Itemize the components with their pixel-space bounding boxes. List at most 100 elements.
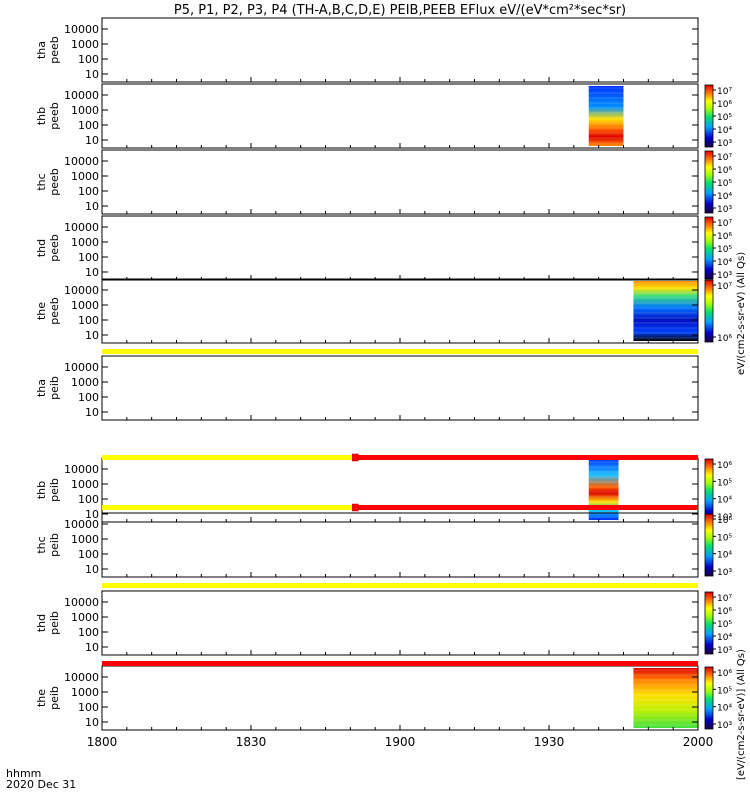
panel-label-probe: the xyxy=(35,302,48,320)
y-tick-label: 10000 xyxy=(64,284,99,297)
panel-label-probe: thb xyxy=(35,481,48,499)
y-tick-label: 100 xyxy=(78,185,99,198)
mode-bar xyxy=(102,503,698,512)
panel-the-peib: 10000 1000 100 10 the peib 10⁶ 10⁵ 10⁴ 10³ xyxy=(35,665,732,731)
panel-label-instrument: peeb xyxy=(48,168,61,196)
panel-thc-peib: 10000 1000 100 10 thc peib 10⁶ 10⁵ 10⁴ 10³ xyxy=(35,512,732,578)
panel-label-probe: the xyxy=(35,689,48,707)
colorbar xyxy=(704,279,714,343)
panel-label-instrument: peib xyxy=(48,533,61,557)
colorbar-tick-label: 10⁵ xyxy=(717,113,732,123)
y-tick-label: 10000 xyxy=(64,89,99,102)
y-tick-label: 1000 xyxy=(71,170,99,183)
panel-thc-peeb: 10000 1000 100 10 thc peeb 10⁷ 10⁶ 10⁵ 10⁴ 10³ xyxy=(35,149,732,215)
panel-frame xyxy=(101,665,699,731)
mode-bar-segment xyxy=(355,505,698,510)
x-tick-label: 1930 xyxy=(534,735,565,749)
panel-label-probe: tha xyxy=(35,41,48,59)
y-tick-label: 10000 xyxy=(64,596,99,609)
colorbar-tick-label: 10⁵ xyxy=(717,620,732,630)
panel-label-instrument: peib xyxy=(48,686,61,710)
x-tick-label: 1830 xyxy=(236,735,267,749)
panel-label-probe: thb xyxy=(35,107,48,125)
colorbar-tick-label: 10⁶ xyxy=(717,607,732,617)
y-tick-label: 100 xyxy=(78,314,99,327)
panel-frame xyxy=(101,149,699,215)
figure-title: P5, P1, P2, P3, P4 (TH-A,B,C,D,E) PEIB,P… xyxy=(174,3,626,18)
colorbar-tick-label: 10³ xyxy=(717,205,732,215)
y-tick-label: 1000 xyxy=(71,38,99,51)
y-tick-label: 10 xyxy=(85,329,99,342)
colorbar-tick-label: 10⁷ xyxy=(717,153,732,163)
y-tick-label: 10000 xyxy=(64,518,99,531)
mode-switch-marker xyxy=(352,453,359,462)
y-tick-label: 10 xyxy=(85,641,99,654)
panel-label-instrument: peib xyxy=(48,376,61,400)
panel-frame xyxy=(101,590,699,656)
y-tick-label: 10000 xyxy=(64,671,99,684)
panel-label-probe: thd xyxy=(35,239,48,257)
colorbar-tick-label: 10⁶ xyxy=(717,166,732,176)
colorbar-tick-label: 10⁷ xyxy=(717,282,732,292)
colorbar-tick-label: 10⁵ xyxy=(717,478,732,488)
x-axis: 1800 1830 1900 1930 2000 xyxy=(87,735,714,749)
mode-bar-segment xyxy=(102,455,356,460)
x-axis-label-date: 2020 Dec 31 xyxy=(6,778,76,791)
mode-bar-segment xyxy=(102,661,698,666)
spectrogram-block xyxy=(633,281,698,341)
x-tick-label: 1800 xyxy=(87,735,118,749)
colorbar xyxy=(704,84,714,148)
colorbar-tick-label: 10⁵ xyxy=(717,179,732,189)
x-tick-label: 2000 xyxy=(683,735,714,749)
y-tick-label: 1000 xyxy=(71,299,99,312)
y-tick-label: 10 xyxy=(85,134,99,147)
colorbar-tick-label: 10⁵ xyxy=(717,686,732,696)
panel-frame xyxy=(101,17,699,83)
colorbar-tick-label: 10⁴ xyxy=(717,704,732,714)
panel-label-instrument: peeb xyxy=(48,36,61,64)
colorbar xyxy=(704,216,714,280)
panel-label-instrument: peib xyxy=(48,611,61,635)
colorbar xyxy=(704,513,714,577)
colorbar-tick-label: 10⁵ xyxy=(717,533,732,543)
colorbar-tick-label: 10⁴ xyxy=(717,633,732,643)
colorbar-label-lower: [eV/(cm2-s-sr-eV)] (All Qs) xyxy=(736,649,747,780)
mode-bars-layer xyxy=(102,349,698,666)
y-tick-label: 100 xyxy=(78,251,99,264)
mode-bar-segment xyxy=(102,583,698,588)
y-tick-label: 100 xyxy=(78,493,99,506)
y-tick-label: 10 xyxy=(85,266,99,279)
colorbar-tick-label: 10⁶ xyxy=(717,100,732,110)
colorbar xyxy=(704,150,714,214)
colorbar-tick-label: 10⁴ xyxy=(717,192,732,202)
y-tick-label: 10 xyxy=(85,200,99,213)
panel-frame xyxy=(101,355,699,421)
colorbar-tick-label: 10⁶ xyxy=(717,516,732,526)
colorbar-tick-label: 10⁴ xyxy=(717,496,732,506)
panel-thb-peeb: 10000 1000 100 10 thb peeb 10⁷ 10⁶ 10⁵ 10⁴ 10³ xyxy=(35,83,732,149)
colorbar xyxy=(704,591,714,655)
spectrogram-block xyxy=(633,668,698,728)
y-tick-label: 10 xyxy=(85,563,99,576)
colorbar-tick-label: 10⁴ xyxy=(717,126,732,136)
y-tick-label: 10000 xyxy=(64,463,99,476)
x-tick-label: 1900 xyxy=(385,735,416,749)
colorbar-tick-label: 10⁵ xyxy=(717,245,732,255)
colorbar-tick-label: 10³ xyxy=(717,568,732,578)
panel-label-instrument: peib xyxy=(48,478,61,502)
colorbar-tick-label: 10³ xyxy=(717,721,732,731)
panel-label-instrument: peeb xyxy=(48,297,61,325)
panel-thd-peeb: 10000 1000 100 10 thd peeb 10⁷ 10⁶ 10⁵ 10⁴ 10³ xyxy=(35,215,732,281)
y-tick-label: 100 xyxy=(78,626,99,639)
y-tick-label: 1000 xyxy=(71,104,99,117)
colorbar-tick-label: 10³ xyxy=(717,271,732,281)
panel-the-peeb: 10000 1000 100 10 the peeb 10⁷ 10⁶ xyxy=(35,278,732,344)
mode-bar xyxy=(102,349,698,354)
panel-label-instrument: peeb xyxy=(48,234,61,262)
colorbar-tick-label: 10³ xyxy=(717,139,732,149)
y-tick-label: 100 xyxy=(78,119,99,132)
y-tick-label: 1000 xyxy=(71,533,99,546)
spectrogram-block xyxy=(588,460,619,520)
